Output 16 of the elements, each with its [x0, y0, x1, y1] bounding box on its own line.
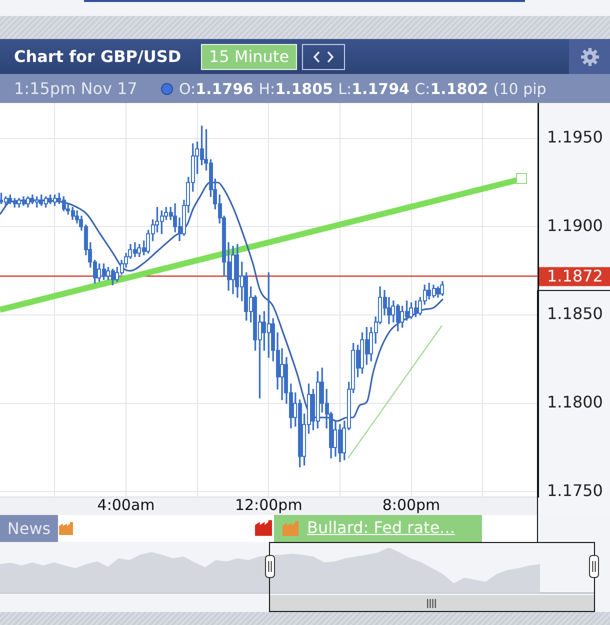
text: O:1.1796 H:1.1805 L:1.1794 C:1.1802 (10 pip — [179, 80, 546, 98]
y-tick-label: 1.1950 — [547, 127, 603, 146]
ref-line-label: 1.1872 — [547, 266, 603, 286]
y-tick-label: 1.1900 — [547, 216, 603, 235]
news-banner: Bullard: Fed rate... — [274, 515, 482, 542]
x-tick-label: 4:00am — [97, 496, 155, 514]
y-tick-label: 1.1850 — [547, 304, 603, 324]
x-tick-label: 8:00pm — [382, 496, 440, 514]
y-tick-label: 1.1750 — [547, 480, 603, 500]
x-tick-label: 12:00pm — [234, 496, 302, 514]
y-tick-label: 1.1800 — [547, 392, 603, 412]
text: 1:15pm Nov 17 — [14, 79, 138, 98]
news-tab: News — [0, 515, 58, 542]
line-series — [0, 182, 444, 422]
chart-title: Chart for GBP/USD — [14, 47, 182, 66]
interval-button: 15 Minute — [201, 44, 297, 70]
